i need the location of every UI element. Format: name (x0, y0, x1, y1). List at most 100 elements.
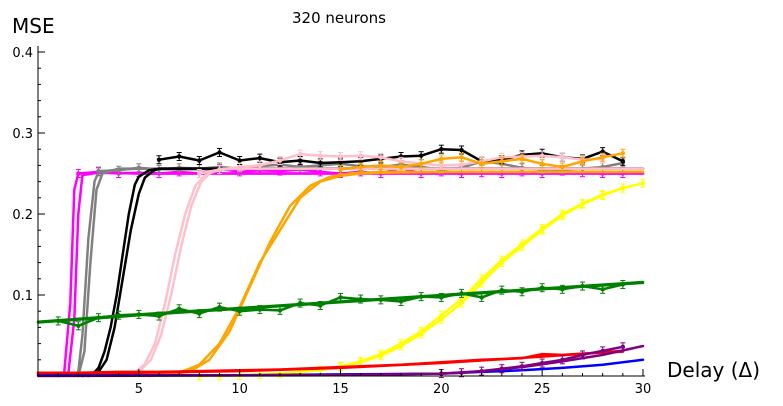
data-point (237, 309, 242, 314)
series-6 (81, 167, 645, 378)
data-point (459, 291, 464, 296)
data-point (398, 159, 404, 164)
data-point (499, 287, 505, 293)
data-point (479, 161, 484, 166)
data-point (378, 155, 384, 160)
series-9 (117, 167, 645, 378)
y-tick-label: 0.4 (12, 46, 33, 61)
data-point (217, 150, 222, 155)
data-point (257, 155, 263, 161)
data-point (439, 156, 444, 162)
data-point (580, 352, 585, 358)
x-tick-label: 25 (534, 382, 551, 397)
series-line (56, 171, 645, 378)
x-axis-title: Delay (Δ) (667, 358, 760, 382)
series-line (117, 167, 645, 378)
y-tick-label: 0.1 (12, 289, 33, 304)
data-point (439, 317, 444, 322)
data-point (499, 366, 505, 371)
data-point (76, 323, 81, 328)
y-tick-label: 0.3 (12, 127, 33, 142)
data-point (620, 159, 626, 164)
data-point (136, 312, 142, 317)
data-point (459, 162, 464, 167)
data-point (197, 158, 202, 163)
data-point (459, 147, 464, 153)
data-point (519, 289, 525, 294)
data-point (197, 171, 202, 176)
data-point (439, 295, 444, 300)
data-point (76, 171, 81, 176)
data-point (600, 193, 605, 198)
data-point (318, 169, 323, 175)
data-point (580, 283, 585, 289)
data-point (398, 343, 404, 349)
data-point (620, 282, 626, 287)
data-point (358, 164, 363, 170)
data-point (519, 156, 525, 162)
data-point (217, 167, 222, 172)
series-line (157, 147, 625, 165)
data-point (418, 153, 424, 158)
series-4 (77, 167, 625, 378)
series-10 (123, 167, 645, 378)
data-point (277, 308, 283, 313)
data-point (257, 307, 263, 312)
data-point (277, 158, 283, 163)
series-line (198, 181, 645, 378)
x-tick-label: 10 (231, 382, 248, 397)
data-point (176, 306, 182, 311)
y-axis-title: MSE (12, 14, 55, 38)
data-point (459, 370, 464, 375)
data-point (217, 304, 222, 310)
series-14 (338, 148, 626, 174)
series-0 (56, 171, 645, 378)
data-point (499, 159, 505, 164)
data-point (197, 311, 202, 316)
data-point (297, 369, 303, 375)
series-line (123, 167, 645, 378)
data-point (539, 285, 545, 290)
series-21 (36, 350, 625, 375)
data-point (600, 149, 605, 154)
data-point (116, 168, 121, 173)
data-point (539, 360, 545, 366)
data-point (297, 151, 303, 157)
data-point (237, 158, 242, 163)
data-point (620, 344, 626, 350)
data-point (96, 315, 101, 320)
series-line (440, 345, 625, 375)
series-line (147, 170, 645, 378)
data-point (136, 165, 142, 171)
series-line (81, 167, 645, 378)
data-point (378, 353, 384, 358)
data-point (358, 360, 363, 365)
data-point (539, 161, 545, 166)
data-point (398, 164, 404, 170)
x-tick-label: 5 (135, 382, 143, 397)
data-point (55, 318, 61, 324)
data-point (338, 159, 343, 165)
data-point (418, 294, 424, 299)
data-point (318, 160, 323, 166)
data-point (358, 296, 363, 302)
data-point (237, 164, 242, 170)
data-point (560, 287, 565, 292)
data-point (479, 295, 484, 300)
data-point (580, 159, 585, 164)
series-15 (196, 178, 646, 381)
data-point (358, 159, 363, 164)
series-layer (36, 144, 646, 381)
data-point (499, 260, 505, 265)
data-point (418, 161, 424, 166)
data-point (176, 154, 182, 159)
data-point (580, 202, 585, 207)
ticks-layer: 5 10 15 20 25 30 0.1 0.2 0.3 0.4 (12, 46, 651, 397)
data-point (257, 163, 263, 168)
series-line (137, 170, 645, 378)
series-12 (137, 170, 645, 378)
data-point (640, 181, 646, 186)
series-13 (147, 170, 645, 378)
data-point (338, 167, 343, 172)
data-point (600, 155, 605, 160)
